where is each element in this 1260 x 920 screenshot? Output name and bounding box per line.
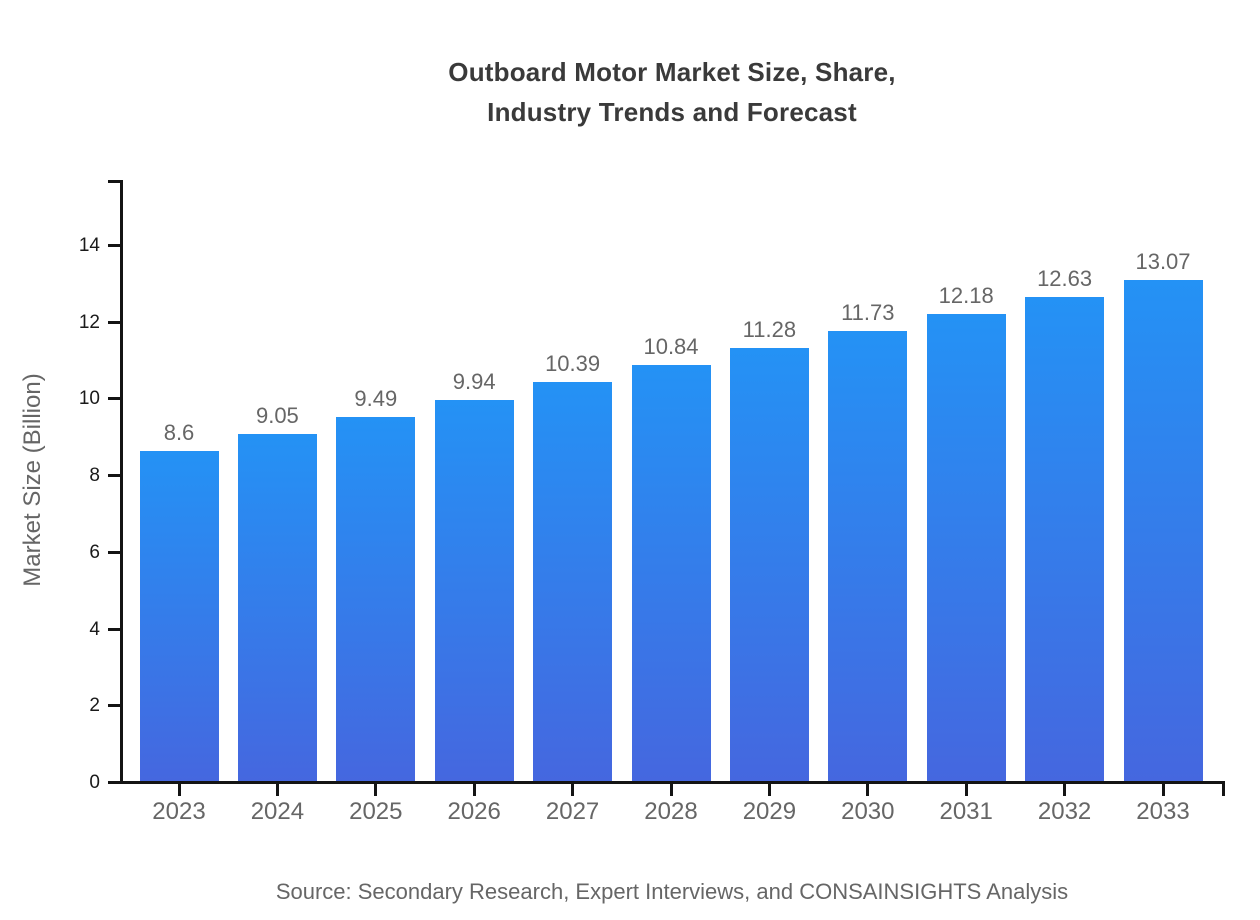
- x-axis-end-tick: [1222, 784, 1225, 796]
- y-tick: [108, 550, 120, 554]
- x-tick-label: 2026: [447, 798, 501, 825]
- x-tick: [275, 784, 279, 796]
- source-note: Source: Secondary Research, Expert Inter…: [275, 879, 1069, 904]
- x-axis-line: [120, 781, 1225, 784]
- x-tick: [571, 784, 575, 796]
- bar: [1123, 279, 1203, 781]
- x-tick-label: 2027: [545, 798, 600, 825]
- bar-value-label: 9.94: [452, 368, 496, 394]
- bar-value-label: 11.28: [742, 317, 797, 343]
- bar-value-label: 11.73: [841, 300, 895, 326]
- chart-title-line-2: Industry Trends and Forecast: [487, 97, 857, 127]
- bar: [237, 433, 317, 781]
- bar: [1025, 296, 1105, 781]
- x-tick-label: 2033: [1136, 798, 1190, 825]
- chart-title-line-1: Outboard Motor Market Size, Share,: [448, 57, 896, 87]
- x-tick-label: 2030: [841, 798, 895, 825]
- bar: [139, 451, 219, 781]
- y-tick: [108, 320, 120, 324]
- x-tick: [1063, 784, 1067, 796]
- y-tick-label: 10: [78, 388, 100, 410]
- y-tick: [108, 244, 120, 247]
- y-tick-label: 12: [78, 311, 100, 333]
- y-tick-label: 4: [89, 618, 100, 640]
- y-tick: [108, 781, 120, 784]
- x-tick: [669, 784, 673, 796]
- y-tick-label: 14: [78, 235, 100, 256]
- x-tick: [767, 784, 771, 796]
- y-tick-label: 6: [89, 541, 100, 563]
- y-tick: [108, 397, 120, 401]
- y-tick-label: 2: [89, 695, 100, 717]
- x-tick-label: 2031: [939, 798, 993, 825]
- bar-value-label: 9.05: [255, 402, 299, 428]
- bar-value-label: 10.39: [545, 351, 601, 377]
- bar-value-label: 12.18: [938, 282, 994, 308]
- x-tick: [374, 784, 378, 796]
- bar: [533, 382, 613, 781]
- bar-value-label: 9.49: [354, 385, 398, 411]
- bar: [926, 313, 1006, 781]
- bar: [729, 348, 809, 781]
- bar-value-label: 8.6: [163, 420, 195, 446]
- bar: [336, 416, 416, 781]
- y-tick-label: 8: [89, 465, 100, 487]
- bar-value-label: 13.07: [1135, 248, 1191, 274]
- x-tick-label: 2023: [152, 798, 206, 825]
- bar-value-label: 10.84: [643, 334, 699, 360]
- x-tick: [1161, 784, 1165, 796]
- x-tick-label: 2032: [1037, 798, 1092, 825]
- bar: [828, 331, 908, 781]
- x-tick: [472, 784, 476, 796]
- x-tick: [866, 784, 870, 796]
- y-axis-line: [120, 180, 123, 784]
- x-tick-label: 2028: [644, 798, 698, 825]
- bar: [631, 365, 711, 781]
- x-tick-label: 2029: [742, 798, 797, 825]
- y-axis-end-tick: [108, 180, 120, 183]
- chart-title: Outboard Motor Market Size, Share, Indus…: [120, 52, 1224, 132]
- x-tick: [964, 784, 968, 796]
- y-tick: [108, 704, 120, 708]
- x-tick-label: 2024: [250, 798, 305, 825]
- bar-value-label: 12.63: [1037, 265, 1093, 291]
- bar: [434, 399, 514, 781]
- y-tick: [108, 474, 120, 478]
- y-tick-label: 0: [89, 772, 100, 793]
- y-tick: [108, 627, 120, 631]
- x-tick-label: 2025: [349, 798, 403, 825]
- x-tick: [177, 784, 181, 796]
